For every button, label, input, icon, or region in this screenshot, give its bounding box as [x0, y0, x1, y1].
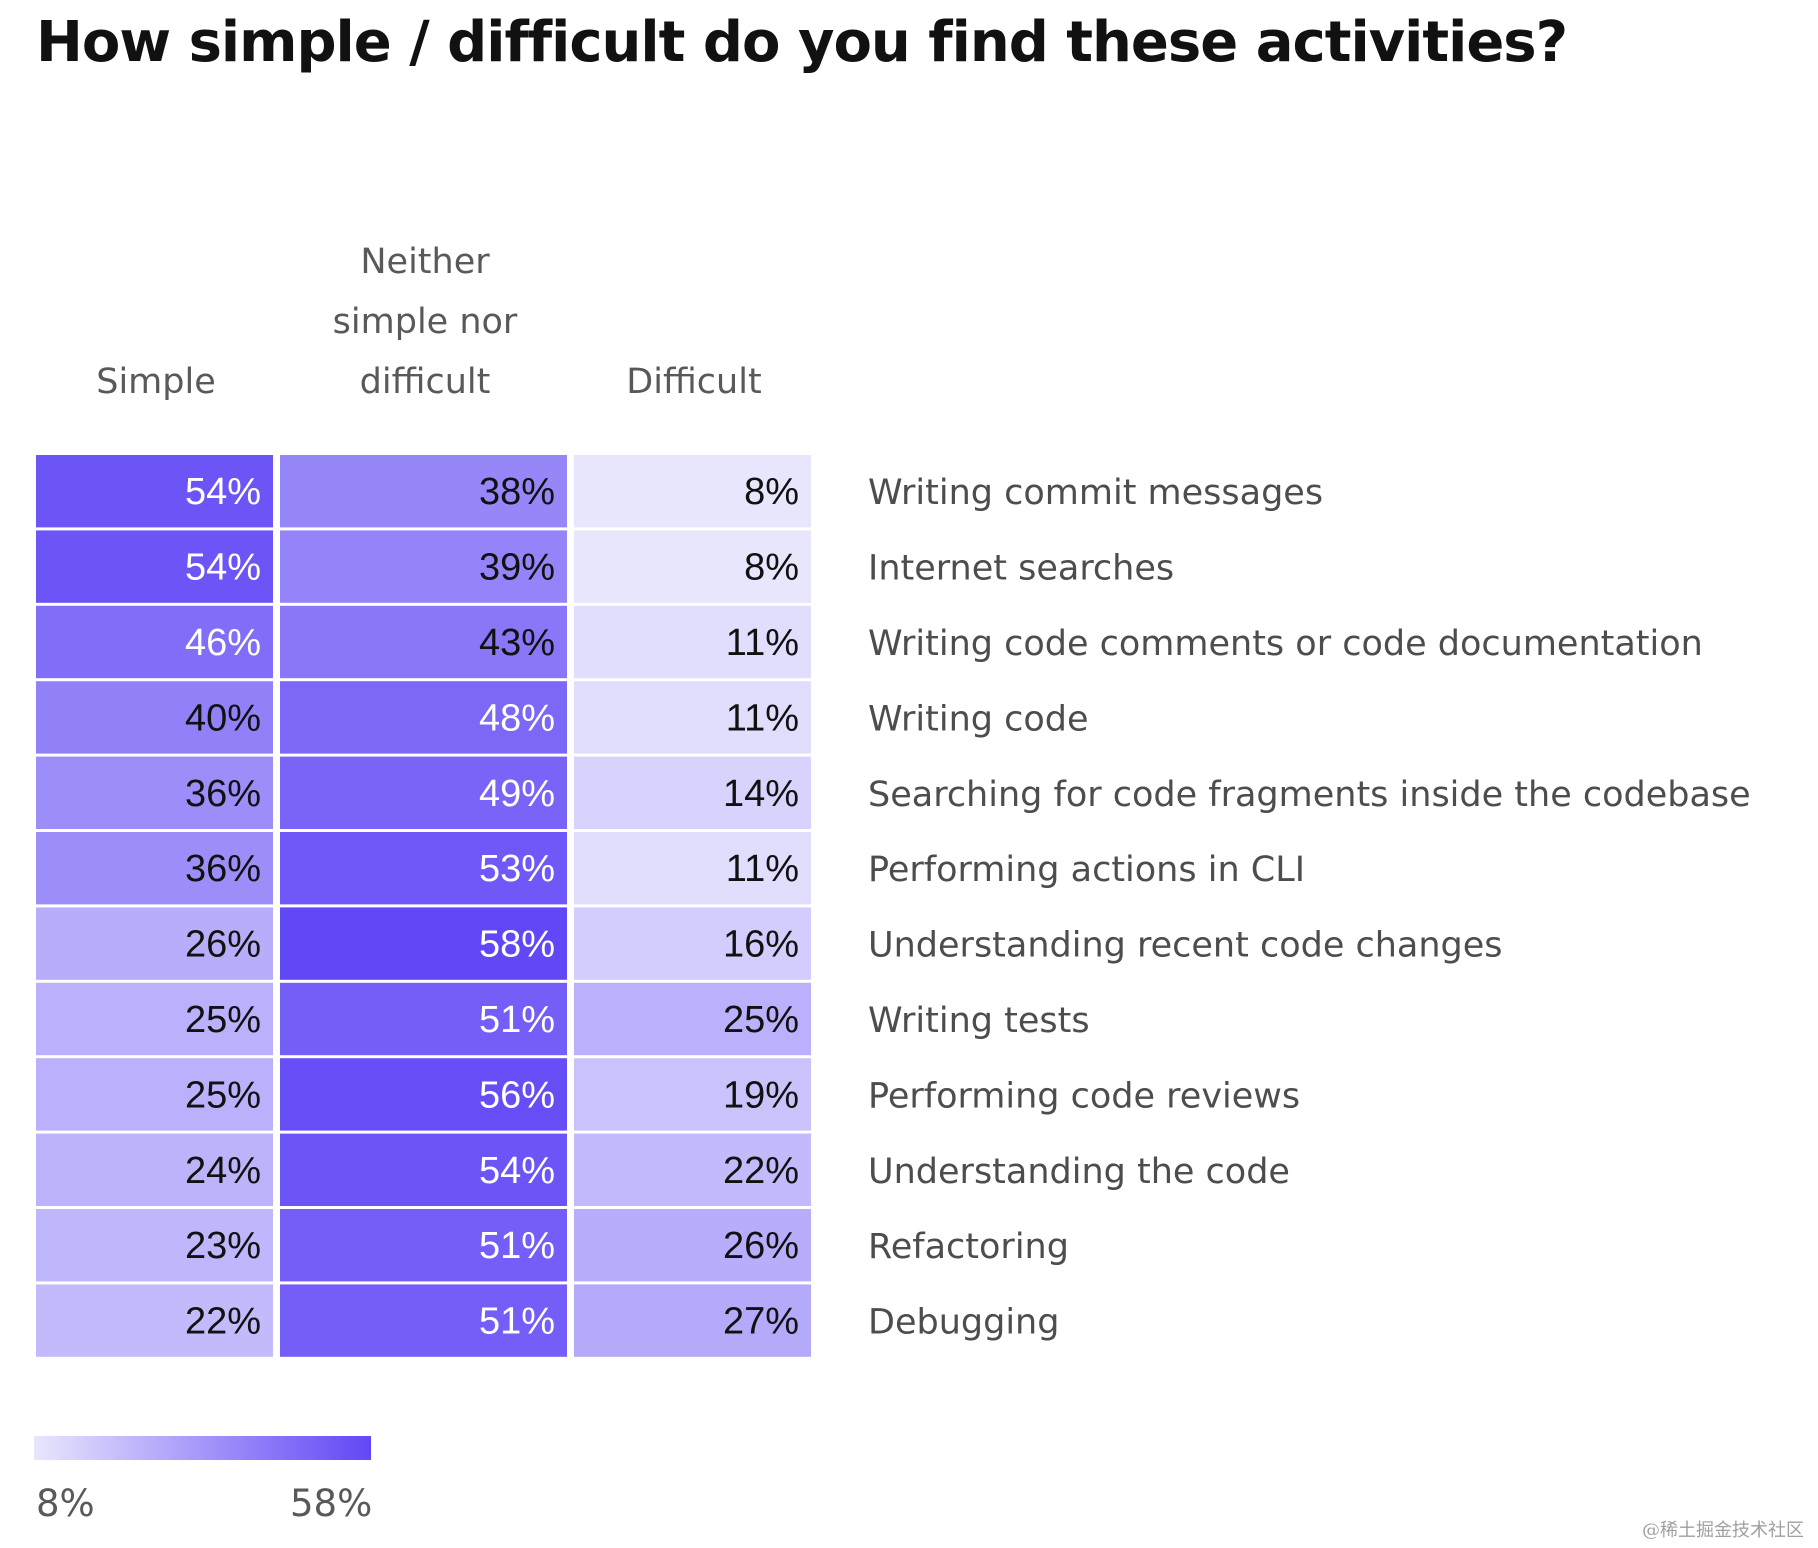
heatmap-cell	[280, 1058, 567, 1131]
heatmap-cell	[36, 756, 273, 829]
cell-value-label: 43%	[479, 622, 555, 664]
heatmap-cell	[574, 455, 811, 528]
row-label: Understanding recent code changes	[868, 926, 1503, 966]
heatmap-cell	[574, 1284, 811, 1357]
color-scale-min-label: 8%	[36, 1482, 95, 1525]
cell-value-label: 19%	[723, 1074, 799, 1116]
heatmap-cell	[36, 982, 273, 1056]
cell-value-label: 25%	[185, 1074, 261, 1116]
heatmap-cell	[574, 605, 811, 679]
heatmap-cell	[574, 1209, 811, 1282]
cell-value-label: 54%	[185, 471, 261, 513]
cell-value-label: 39%	[479, 547, 555, 589]
cell-value-label: 27%	[723, 1301, 799, 1343]
row-label: Writing code	[868, 699, 1089, 739]
cell-value-label: 22%	[723, 1150, 799, 1192]
heatmap-cell	[280, 907, 567, 980]
cell-value-label: 46%	[185, 622, 261, 664]
cell-value-label: 54%	[479, 1150, 555, 1192]
heatmap-cell	[280, 605, 567, 679]
cell-value-label: 56%	[479, 1074, 555, 1116]
heatmap-cell	[574, 530, 811, 603]
heatmap-cell	[280, 832, 567, 905]
row-label: Understanding the code	[868, 1152, 1290, 1192]
heatmap-cell	[280, 982, 567, 1056]
column-header-difficult: Difficult	[574, 352, 814, 412]
heatmap-chart: 54% 38% 8% Writing commit messages 54% 39% 8% I…	[36, 455, 1751, 1357]
cell-value-label: 36%	[185, 773, 261, 815]
cell-value-label: 25%	[723, 999, 799, 1041]
cell-value-label: 22%	[185, 1301, 261, 1343]
cell-value-label: 48%	[479, 697, 555, 739]
heatmap-cell	[574, 982, 811, 1056]
heatmap-cell	[36, 455, 273, 528]
cell-value-label: 26%	[723, 1225, 799, 1267]
row-label: Debugging	[868, 1303, 1059, 1343]
heatmap-cell	[574, 681, 811, 754]
heatmap-cell	[36, 907, 273, 980]
cell-value-label: 51%	[479, 1301, 555, 1343]
heatmap-cell	[280, 530, 567, 603]
cell-value-label: 11%	[726, 622, 799, 664]
heatmap-cell	[36, 1133, 273, 1206]
cell-value-label: 14%	[723, 773, 799, 815]
row-label: Internet searches	[868, 549, 1174, 589]
cell-value-label: 24%	[185, 1150, 261, 1192]
cell-value-label: 11%	[726, 697, 799, 739]
row-label: Writing code comments or code documentat…	[868, 624, 1703, 664]
heatmap-cell	[280, 756, 567, 829]
heatmap-cell	[280, 455, 567, 528]
cell-value-label: 53%	[479, 848, 555, 890]
heatmap-cell	[36, 832, 273, 905]
cell-value-label: 58%	[479, 924, 555, 966]
heatmap-cell	[280, 1133, 567, 1206]
heatmap-cell	[280, 1284, 567, 1357]
cell-value-label: 36%	[185, 848, 261, 890]
column-header-line: Difficult	[626, 362, 762, 402]
cell-value-label: 8%	[744, 547, 799, 589]
heatmap-cell	[280, 681, 567, 754]
heatmap-cell	[36, 530, 273, 603]
watermark: @稀土掘金技术社区	[1642, 1520, 1804, 1541]
color-scale-bar	[34, 1436, 371, 1460]
row-label: Refactoring	[868, 1227, 1069, 1267]
heatmap-cell	[574, 1058, 811, 1131]
heatmap-cell	[574, 1133, 811, 1206]
heatmap-cell	[36, 1284, 273, 1357]
cell-value-label: 49%	[479, 773, 555, 815]
row-label: Performing code reviews	[868, 1076, 1300, 1116]
heatmap-cell	[280, 1209, 567, 1282]
cell-value-label: 54%	[185, 547, 261, 589]
heatmap-cell	[574, 907, 811, 980]
heatmap-cell	[36, 681, 273, 754]
cell-value-label: 11%	[726, 848, 799, 890]
cell-value-label: 25%	[185, 999, 261, 1041]
chart-title: How simple / difficult do you find these…	[36, 10, 1568, 75]
row-label: Performing actions in CLI	[868, 850, 1305, 890]
heatmap-cell	[36, 1209, 273, 1282]
row-label: Writing commit messages	[868, 473, 1323, 513]
column-header-line: simple nor	[332, 302, 518, 342]
cell-value-label: 38%	[479, 471, 555, 513]
column-header-line: difficult	[359, 362, 491, 402]
cell-value-label: 16%	[723, 924, 799, 966]
column-header-line: Simple	[96, 362, 216, 402]
color-scale-max-label: 58%	[290, 1482, 373, 1525]
cell-value-label: 26%	[185, 924, 261, 966]
row-label: Searching for code fragments inside the …	[868, 775, 1751, 815]
heatmap-cell	[574, 832, 811, 905]
column-header-simple: Simple	[36, 352, 276, 412]
cell-value-label: 51%	[479, 999, 555, 1041]
cell-value-label: 23%	[185, 1225, 261, 1267]
column-header-line: Neither	[360, 242, 490, 282]
cell-value-label: 51%	[479, 1225, 555, 1267]
cell-value-label: 40%	[185, 697, 261, 739]
column-header-neither: Neither simple nor difficult	[280, 232, 570, 412]
cell-value-label: 8%	[744, 471, 799, 513]
heatmap-cell	[36, 605, 273, 679]
row-label: Writing tests	[868, 1001, 1090, 1041]
heatmap-cell	[36, 1058, 273, 1131]
heatmap-cell	[574, 756, 811, 829]
